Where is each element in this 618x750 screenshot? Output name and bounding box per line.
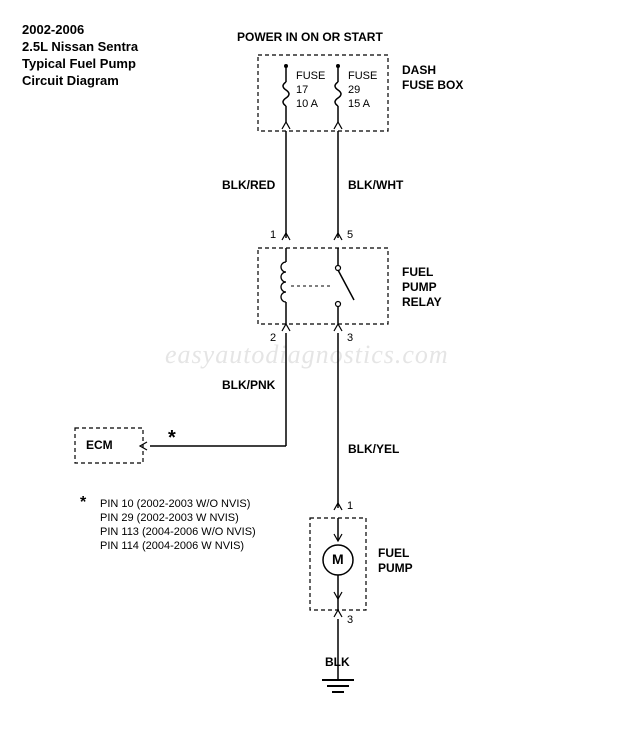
footnote-1: PIN 10 (2002-2003 W/O NVIS)	[100, 498, 250, 510]
fuse1-label: FUSE	[296, 70, 325, 82]
footnote-3: PIN 113 (2004-2006 W/O NVIS)	[100, 526, 256, 538]
fuel-pump-label-1: FUEL	[378, 546, 409, 560]
wire-blk-wht: BLK/WHT	[348, 178, 403, 192]
page-title: 2002-2006 2.5L Nissan Sentra Typical Fue…	[22, 22, 138, 90]
fuse1-amp: 10 A	[296, 98, 318, 110]
dash-label-1: DASH	[402, 63, 436, 77]
fuelpump-pin-3: 3	[347, 614, 353, 626]
ecm-label: ECM	[86, 438, 113, 452]
power-in-label: POWER IN ON OR START	[237, 30, 383, 44]
wire-blk-red: BLK/RED	[222, 178, 275, 192]
fuel-pump-label-2: PUMP	[378, 561, 413, 575]
dash-label-2: FUSE BOX	[402, 78, 463, 92]
relay-pin-2: 2	[270, 332, 276, 344]
relay-label-1: FUEL	[402, 265, 433, 279]
footnote-star: *	[80, 494, 86, 512]
relay-pin-3: 3	[347, 332, 353, 344]
wire-blk-pnk: BLK/PNK	[222, 378, 275, 392]
relay-pin-5: 5	[347, 229, 353, 241]
fuelpump-pin-1: 1	[347, 500, 353, 512]
title-line-1: 2002-2006	[22, 22, 138, 39]
relay-label-2: PUMP	[402, 280, 437, 294]
fuse2-num: 29	[348, 84, 360, 96]
title-line-2: 2.5L Nissan Sentra	[22, 39, 138, 56]
fuse2-amp: 15 A	[348, 98, 370, 110]
star-marker: *	[168, 427, 176, 450]
wire-blk: BLK	[325, 655, 350, 669]
diagram-container: easyautodiagnostics.com	[0, 0, 618, 750]
fuel-pump-m: M	[332, 551, 344, 567]
relay-label-3: RELAY	[402, 295, 442, 309]
fuse1-num: 17	[296, 84, 308, 96]
footnote-4: PIN 114 (2004-2006 W NVIS)	[100, 540, 244, 552]
title-line-4: Circuit Diagram	[22, 73, 138, 90]
title-line-3: Typical Fuel Pump	[22, 56, 138, 73]
wire-blk-yel: BLK/YEL	[348, 442, 399, 456]
relay-pin-1: 1	[270, 229, 276, 241]
footnote-2: PIN 29 (2002-2003 W NVIS)	[100, 512, 239, 524]
diagram-svg	[0, 0, 618, 750]
fuse2-label: FUSE	[348, 70, 377, 82]
